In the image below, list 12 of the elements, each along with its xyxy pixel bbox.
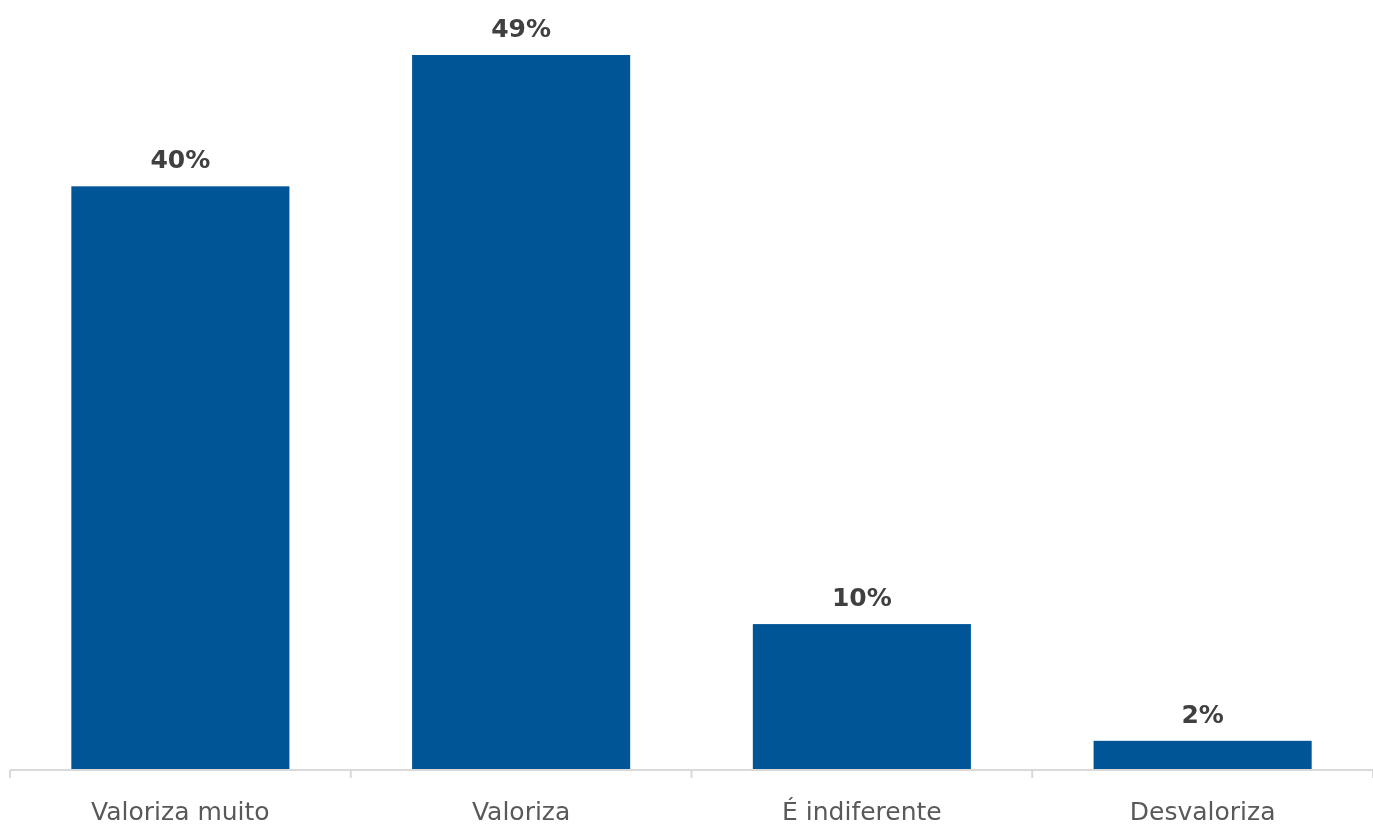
x-tick-label: É indiferente bbox=[782, 797, 942, 826]
bar bbox=[412, 55, 631, 770]
bar bbox=[752, 624, 971, 770]
x-tick-label: Valoriza muito bbox=[91, 797, 270, 826]
bar bbox=[1093, 740, 1312, 770]
data-label: 40% bbox=[150, 145, 211, 175]
data-label: 10% bbox=[831, 583, 892, 613]
x-tick-label: Valoriza bbox=[471, 797, 571, 826]
data-label: 49% bbox=[491, 14, 552, 43]
x-tick-label: Desvaloriza bbox=[1129, 797, 1276, 826]
bar bbox=[71, 186, 290, 770]
data-label: 2% bbox=[1181, 699, 1224, 729]
